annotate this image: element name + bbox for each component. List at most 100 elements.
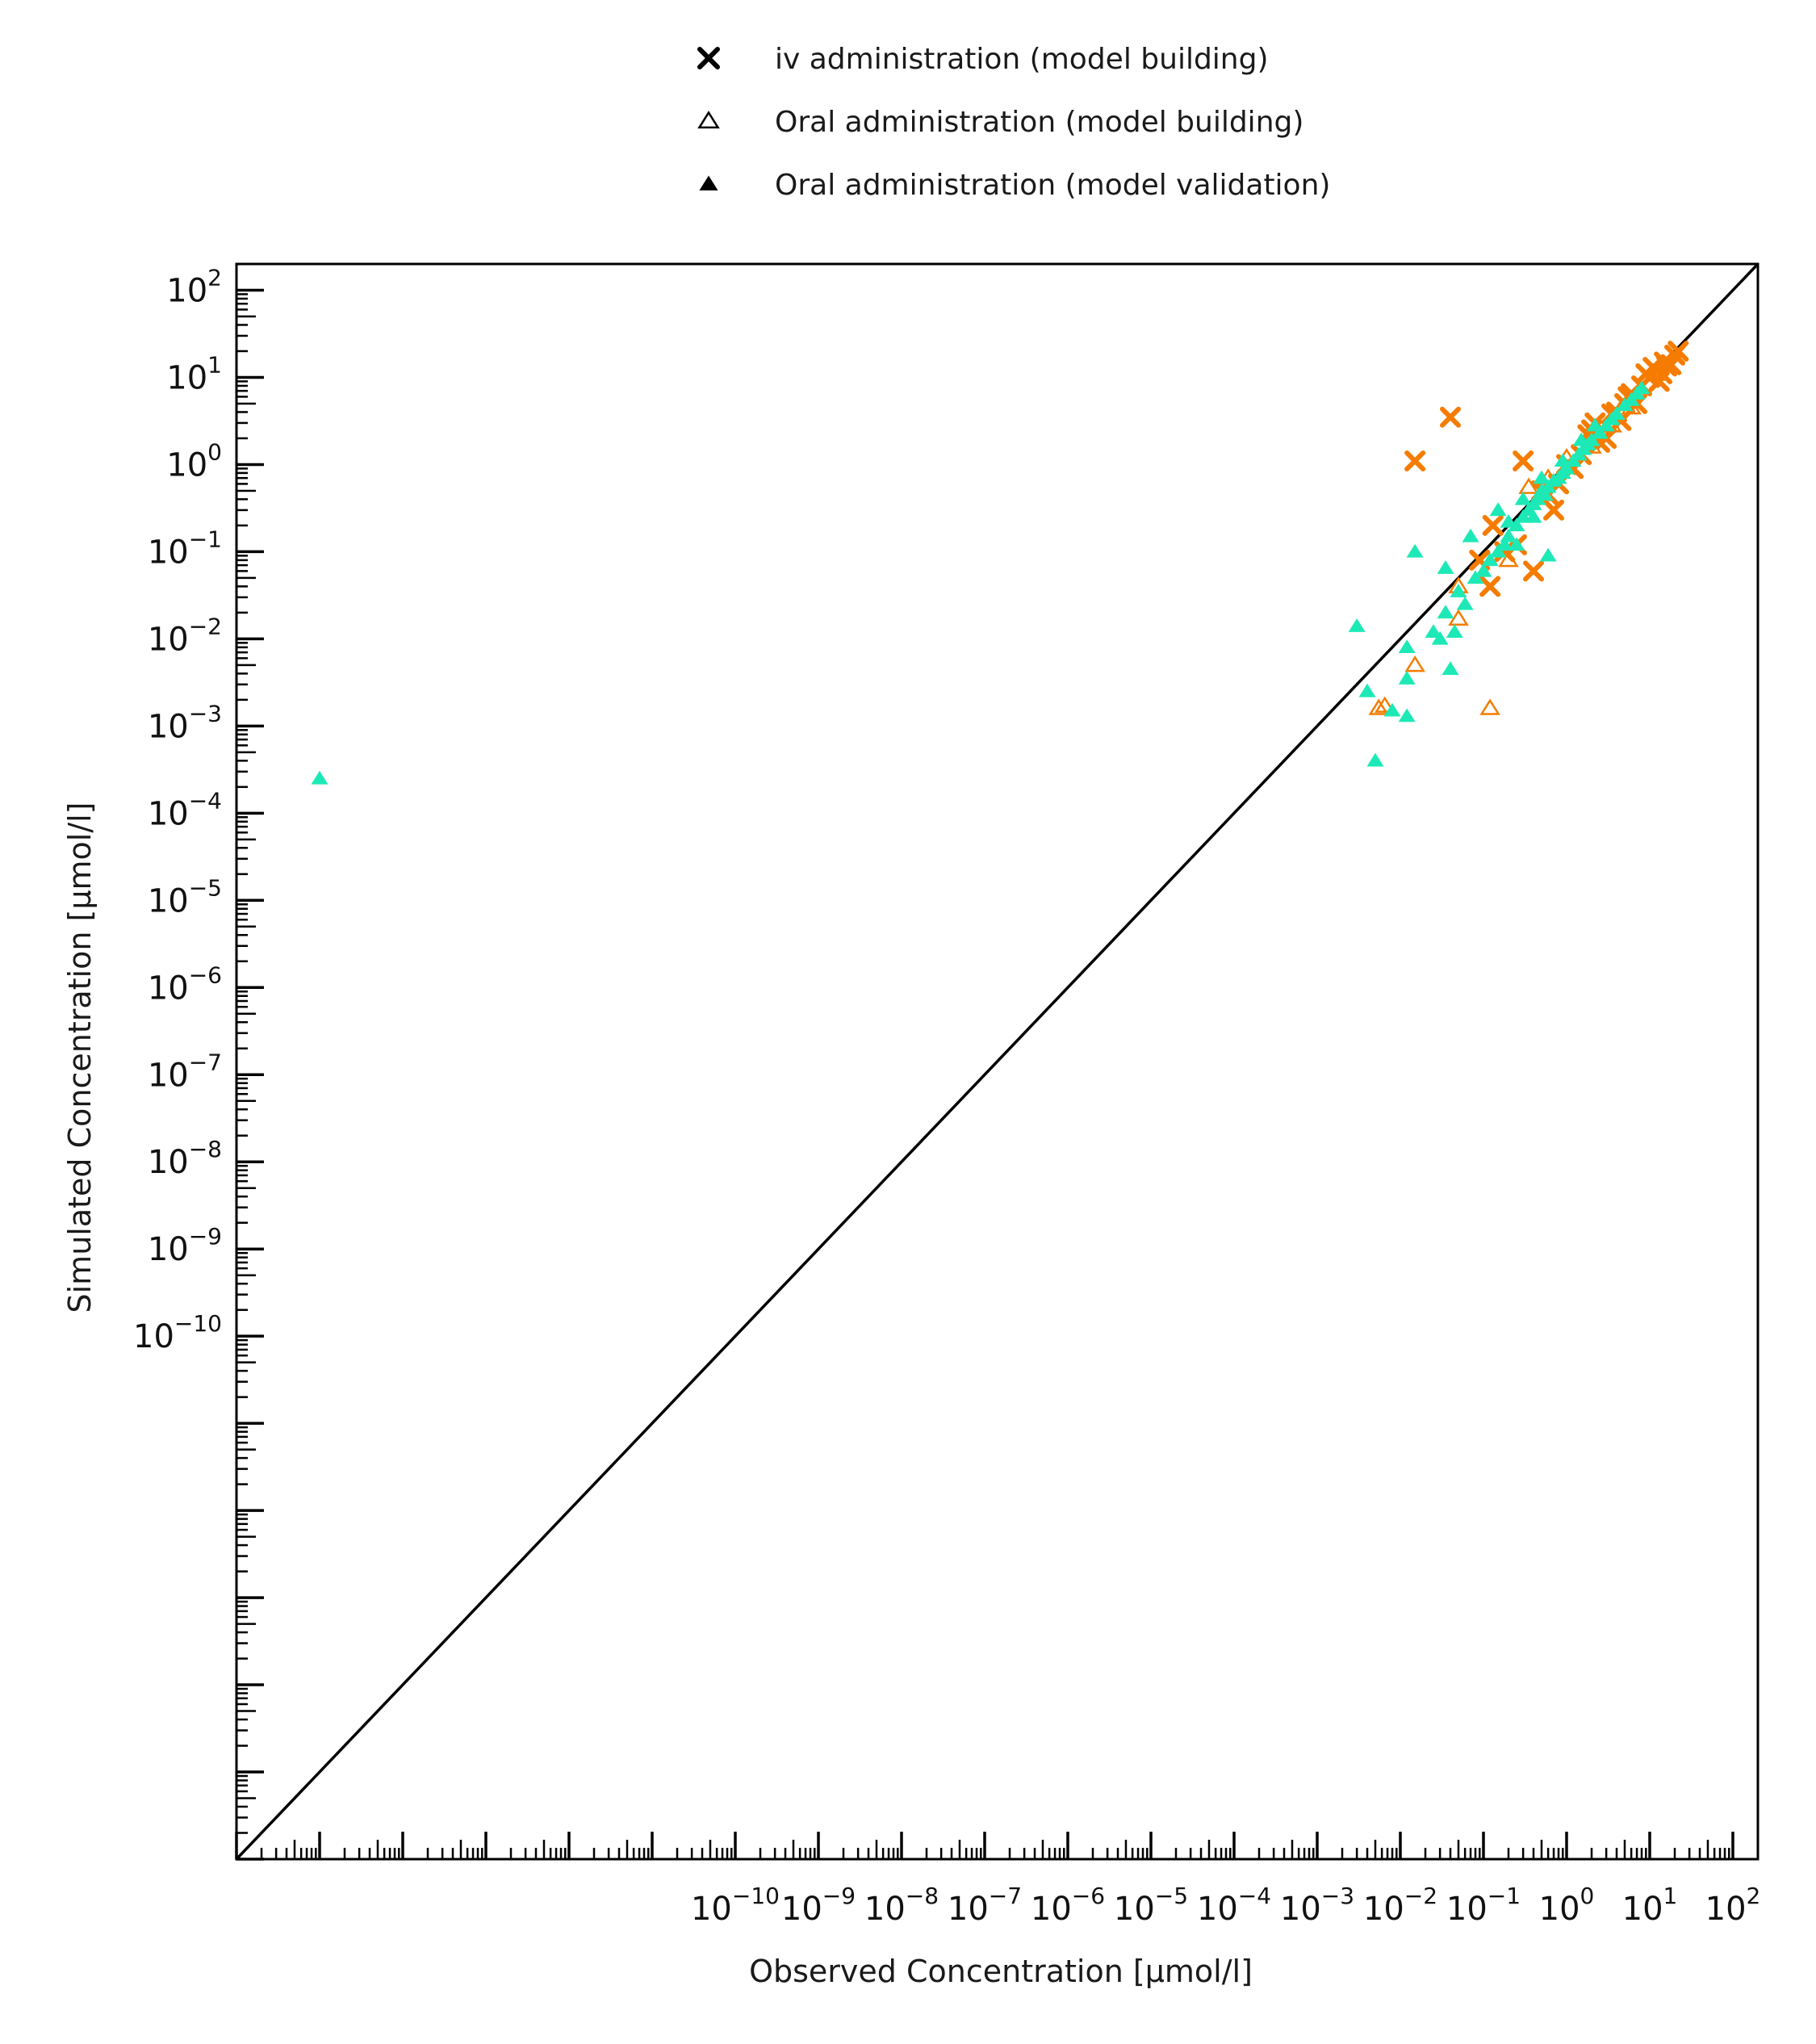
x-axis-ticks xyxy=(235,1832,1760,1859)
legend-marker-x xyxy=(697,47,720,69)
point-x xyxy=(1543,499,1565,521)
point-triangle-filled xyxy=(1442,661,1459,676)
point-triangle-filled xyxy=(1398,671,1416,685)
point-x xyxy=(1523,560,1545,582)
legend-label-oral-validation: Oral administration (model validation) xyxy=(775,169,1330,202)
point-triangle-filled xyxy=(1437,560,1454,574)
legend-markers xyxy=(697,47,720,191)
point-triangle-filled xyxy=(1398,639,1416,654)
point-triangle-filled xyxy=(1586,417,1604,432)
y-axis-tick-labels: 102 101 100 10−1 10−2 10−3 10−4 10−5 10−6 10−7 10−… xyxy=(133,265,222,1356)
point-x xyxy=(1513,450,1534,471)
plot-area: 10−10 10−9 10−8 10−7 10−6 10−5 10−4 10−3 10−2 10−… xyxy=(133,262,1760,1928)
point-triangle-filled xyxy=(1514,491,1532,505)
point-triangle-open xyxy=(1374,696,1395,713)
point-triangle-filled xyxy=(1525,509,1542,523)
point-triangle-filled xyxy=(1508,537,1525,551)
y-tick-label: 10−1 xyxy=(148,526,222,571)
point-x xyxy=(1648,371,1670,392)
point-triangle-filled xyxy=(1437,605,1454,619)
x-tick-label: 100 xyxy=(1539,1883,1595,1928)
x-tick-label: 10−9 xyxy=(781,1883,856,1928)
point-x xyxy=(1482,514,1504,536)
data-points xyxy=(311,340,1689,785)
x-tick-label: 102 xyxy=(1705,1883,1761,1928)
point-triangle-filled xyxy=(1533,470,1550,484)
y-tick-label: 10−3 xyxy=(148,700,222,745)
point-triangle-open xyxy=(1368,698,1390,715)
y-tick-label: 10−7 xyxy=(148,1049,222,1094)
y-axis-ticks xyxy=(236,262,264,1861)
point-triangle-filled xyxy=(1591,425,1609,439)
point-triangle-filled xyxy=(1489,502,1507,517)
x-axis-tick-labels: 10−10 10−9 10−8 10−7 10−6 10−5 10−4 10−3 10−2 10−… xyxy=(691,1883,1760,1928)
point-triangle-filled xyxy=(1500,528,1517,542)
point-triangle-filled xyxy=(311,770,328,785)
point-triangle-filled xyxy=(1536,487,1554,501)
x-tick-label: 10−5 xyxy=(1114,1883,1188,1928)
point-triangle-open xyxy=(1518,477,1539,494)
point-triangle-filled xyxy=(1425,624,1442,639)
point-triangle-filled xyxy=(1462,528,1479,542)
legend-label-iv-building: iv administration (model building) xyxy=(775,43,1269,76)
point-triangle-filled xyxy=(1431,630,1449,645)
point-triangle-filled xyxy=(1383,702,1401,717)
y-tick-label: 10−2 xyxy=(148,613,222,658)
point-triangle-filled xyxy=(1348,618,1366,632)
point-triangle-open xyxy=(1448,609,1469,626)
x-tick-label: 10−8 xyxy=(864,1883,939,1928)
y-tick-label: 101 xyxy=(166,351,222,396)
y-tick-label: 10−9 xyxy=(148,1223,222,1268)
point-triangle-filled xyxy=(1489,543,1507,558)
x-axis-title: Observed Concentration [µmol/l] xyxy=(749,1954,1253,1989)
point-x xyxy=(1440,406,1462,428)
y-tick-label: 10−6 xyxy=(148,961,222,1007)
y-tick-label: 10−4 xyxy=(148,787,222,832)
point-triangle-filled xyxy=(1529,491,1546,505)
point-triangle-filled xyxy=(1398,708,1416,723)
point-triangle-filled xyxy=(1539,547,1557,562)
point-triangle-filled xyxy=(1508,517,1525,532)
x-tick-label: 10−6 xyxy=(1031,1883,1105,1928)
point-triangle-filled xyxy=(1475,563,1492,577)
point-triangle-open xyxy=(1479,698,1500,715)
x-tick-label: 10−1 xyxy=(1446,1883,1521,1928)
point-triangle-open xyxy=(1404,655,1425,672)
point-triangle-filled xyxy=(1450,584,1467,597)
point-triangle-filled xyxy=(1496,537,1513,551)
y-tick-label: 102 xyxy=(166,265,222,310)
point-triangle-filled xyxy=(1633,380,1651,395)
legend-marker-triangle-filled xyxy=(699,175,718,191)
y-tick-label: 100 xyxy=(166,438,222,484)
point-triangle-filled xyxy=(1467,570,1484,584)
legend-marker-triangle-open xyxy=(697,111,720,129)
legend: iv administration (model building) Oral … xyxy=(697,43,1330,202)
point-x xyxy=(1404,450,1426,471)
point-triangle-filled xyxy=(1366,752,1384,767)
point-triangle-filled xyxy=(1554,453,1571,467)
point-triangle-filled xyxy=(1500,513,1517,528)
point-triangle-open xyxy=(1498,550,1519,568)
x-tick-label: 10−4 xyxy=(1197,1883,1271,1928)
point-x xyxy=(1656,355,1678,377)
y-tick-label: 10−5 xyxy=(148,874,222,919)
point-triangle-filled xyxy=(1446,624,1463,639)
x-tick-label: 10−10 xyxy=(691,1883,780,1928)
plot-frame xyxy=(235,262,1760,1861)
identity-line xyxy=(235,262,1760,1861)
point-triangle-filled xyxy=(1406,543,1424,558)
y-axis-title: Simulated Concentration [µmol/l] xyxy=(62,802,98,1313)
point-triangle-filled xyxy=(1608,406,1626,421)
x-tick-label: 10−2 xyxy=(1363,1883,1437,1928)
point-triangle-filled xyxy=(1558,460,1575,475)
point-triangle-filled xyxy=(1456,596,1474,610)
x-tick-label: 10−3 xyxy=(1280,1883,1354,1928)
x-tick-label: 10−7 xyxy=(948,1883,1022,1928)
point-triangle-filled xyxy=(1358,683,1376,697)
point-triangle-filled xyxy=(1572,432,1590,446)
legend-label-oral-building: Oral administration (model building) xyxy=(775,106,1303,139)
x-tick-label: 101 xyxy=(1622,1883,1678,1928)
y-tick-label: 10−8 xyxy=(148,1136,222,1181)
point-x xyxy=(1479,576,1501,597)
